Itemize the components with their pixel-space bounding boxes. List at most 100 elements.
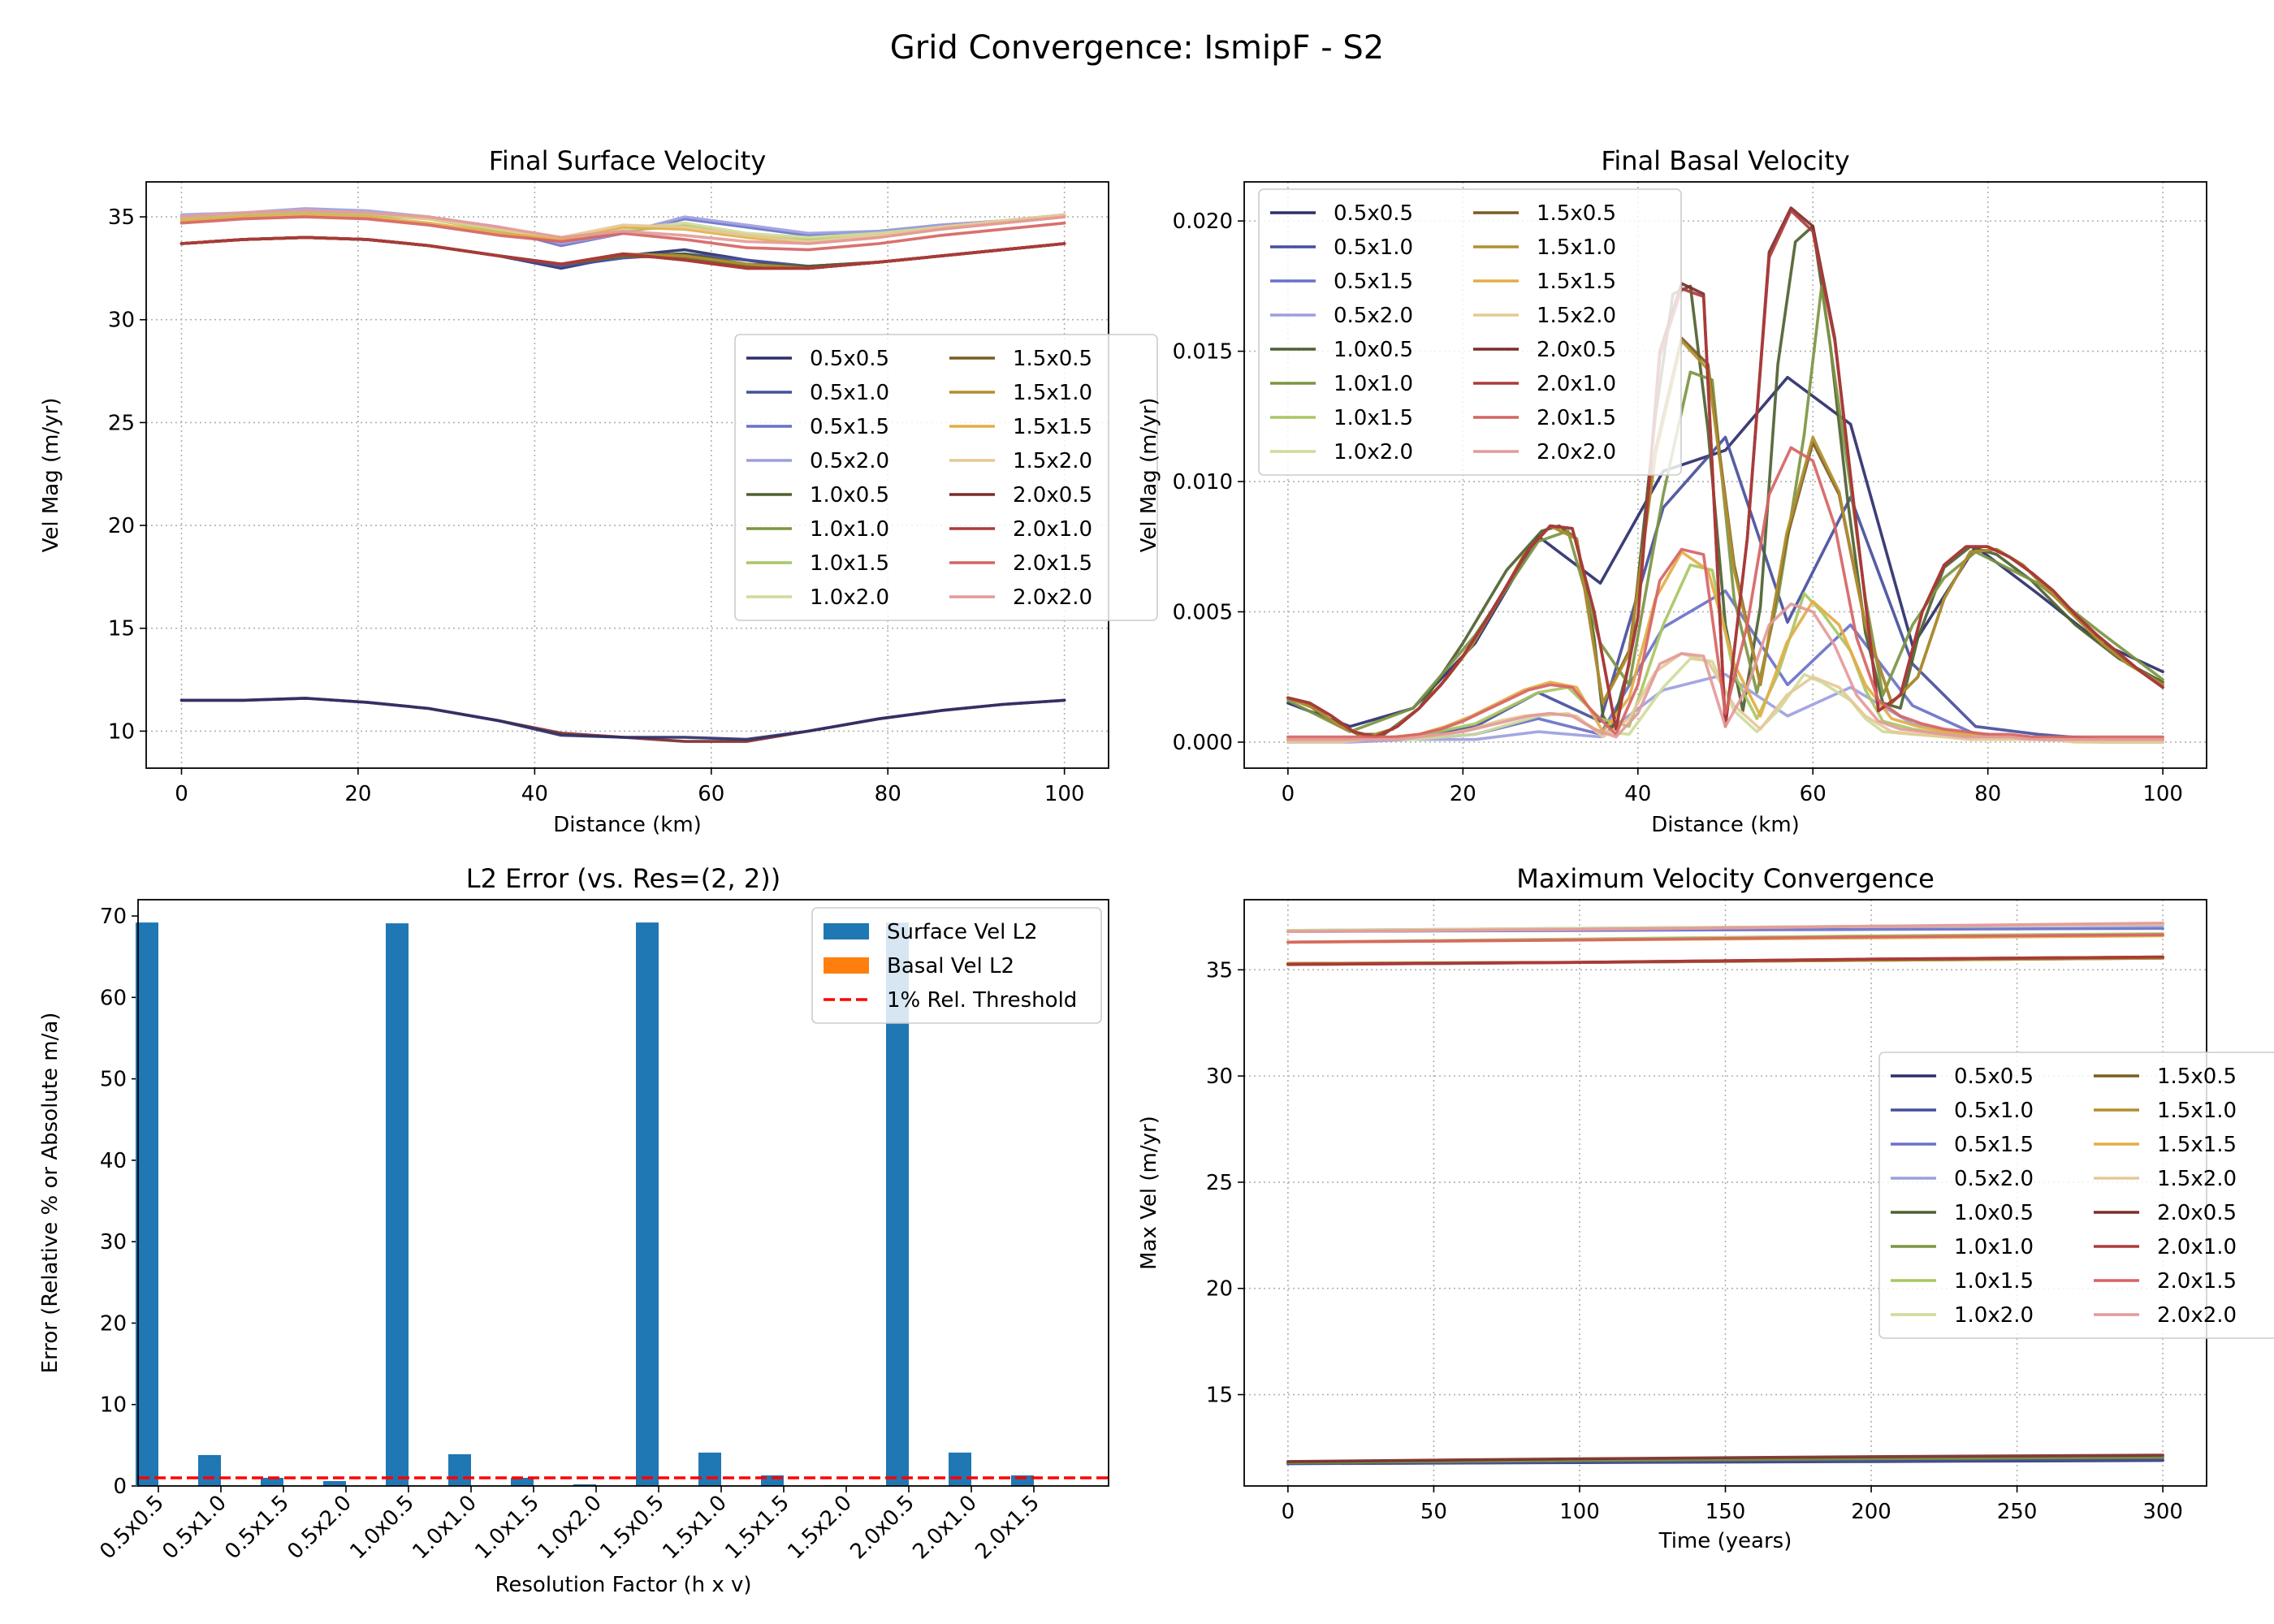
series-lines: [179, 207, 1066, 743]
legend-label: 1.5x0.5: [1537, 201, 1616, 226]
legend-item: 1.0x1.5: [1270, 406, 1413, 430]
legend-item: 1.0x2.0: [1891, 1303, 2034, 1328]
legend-item: 1.5x0.5: [2094, 1065, 2237, 1089]
legend-label: Surface Vel L2: [887, 920, 1038, 944]
legend-item: 2.0x2.0: [949, 585, 1092, 610]
x-tick-label: 100: [2142, 782, 2183, 806]
legend-item: 2.0x1.5: [949, 551, 1092, 576]
legend-label: 2.0x1.5: [1013, 551, 1092, 576]
y-tick-label: 15: [108, 617, 135, 641]
x-axis-label: Resolution Factor (h x v): [495, 1573, 751, 1597]
bar-0.5x1.5-surface: [261, 1478, 283, 1486]
legend-item: 0.5x0.5: [746, 347, 889, 371]
legend-swatch: [824, 957, 869, 974]
y-tick-label: 35: [1206, 958, 1233, 983]
legend-item: 2.0x1.0: [949, 517, 1092, 542]
y-tick-label: 20: [108, 514, 135, 538]
legend-label: 1.5x1.0: [1537, 235, 1616, 260]
legend-item: 0.5x2.0: [746, 449, 889, 473]
y-tick-label: 0: [113, 1475, 127, 1499]
series-lines: [1286, 206, 2164, 744]
series-line-2.0x2.0: [1286, 602, 2164, 741]
legend-label: 1.0x2.0: [810, 585, 889, 610]
y-axis-label: Vel Mag (m/yr): [39, 398, 63, 553]
legend-label: 2.0x1.0: [1537, 372, 1616, 396]
legend-label: 0.5x0.5: [1334, 201, 1413, 226]
legend-label: 0.5x1.0: [1954, 1099, 2034, 1123]
legend: Surface Vel L2 Basal Vel L2 1% Rel. Thresh…: [811, 907, 1102, 1024]
legend-label: 1.5x2.0: [2157, 1167, 2237, 1191]
x-axis-label: Distance (km): [1651, 813, 1800, 837]
legend-item: 0.5x1.0: [1270, 235, 1413, 260]
bar-1.5x1.0-surface: [698, 1452, 721, 1486]
legend-item: Basal Vel L2: [824, 954, 1014, 978]
legend-item: 1.0x0.5: [1270, 338, 1413, 362]
legend-label: 1% Rel. Threshold: [887, 988, 1077, 1013]
y-tick-label: 20: [100, 1311, 127, 1336]
series-line-2.0x1.0: [179, 235, 1066, 270]
legend-item: 1.0x1.0: [1270, 372, 1413, 396]
y-tick-label: 15: [1206, 1384, 1233, 1408]
plot-frame: [137, 899, 1109, 1487]
surface-velocity-chart: 0 20 40 60 80 100 10 15 20 25 30 35 Final Surface Ve…: [39, 145, 1158, 837]
legend-item: 0.5x1.5: [1891, 1133, 2034, 1157]
y-tick-label: 20: [1206, 1277, 1233, 1302]
legend-label: 2.0x1.0: [2157, 1235, 2237, 1259]
legend-label: 0.5x1.5: [810, 415, 889, 439]
x-tick-label: 100: [1044, 782, 1085, 806]
legend-item: 2.0x1.5: [1473, 406, 1616, 430]
y-tick-label: 0.005: [1173, 600, 1233, 624]
y-tick-label: 50: [100, 1068, 127, 1092]
legend-item: 1.5x2.0: [949, 449, 1092, 473]
x-tick-label: 40: [521, 782, 548, 806]
y-axis-label: Error (Relative % or Absolute m/a): [38, 1013, 63, 1374]
legend-frame: [1878, 1052, 2274, 1339]
legend-item: 1.0x1.5: [746, 551, 889, 576]
legend-label: 0.5x0.5: [1954, 1065, 2034, 1089]
legend-item: 1.5x2.0: [2094, 1167, 2237, 1191]
series-line-2.0x1.5: [179, 215, 1066, 252]
y-tick-label: 35: [108, 205, 135, 230]
legend-label: 0.5x0.5: [810, 347, 889, 371]
legend-item: 2.0x0.5: [949, 483, 1092, 508]
legend-label: 0.5x1.0: [810, 381, 889, 405]
x-tick-label: 0: [175, 782, 188, 806]
legend-label: 1.5x1.5: [2157, 1133, 2237, 1157]
chart-title: Final Basal Velocity: [1601, 145, 1849, 176]
legend-item: 0.5x1.0: [746, 381, 889, 405]
y-tick-label: 10: [100, 1393, 127, 1418]
legend-label: 1.5x1.5: [1537, 270, 1616, 294]
legend-label: 1.5x0.5: [2157, 1065, 2237, 1089]
legend-label: 0.5x2.0: [1954, 1167, 2034, 1191]
legend-label: Basal Vel L2: [887, 954, 1014, 978]
y-tick-label: 30: [100, 1230, 127, 1255]
x-tick-label: 200: [1851, 1500, 1891, 1524]
legend-label: 1.5x1.0: [2157, 1099, 2237, 1123]
basal-velocity-chart: 0 20 40 60 80 100 0.000 0.005 0.010 0.015 0.020 Fin…: [1137, 145, 2207, 837]
figure-title: Grid Convergence: IsmipF - S2: [890, 29, 1384, 67]
legend-item: 1.5x1.5: [1473, 270, 1616, 294]
legend-item: 2.0x2.0: [1473, 440, 1616, 464]
x-tick-label: 300: [2142, 1500, 2183, 1524]
legend: 0.5x0.5 0.5x1.0 0.5x1.5 0.5x2.0 1.0x0.5 1.0x1…: [1878, 1052, 2274, 1339]
y-tick-label: 0.020: [1173, 209, 1233, 234]
x-tick-label: 20: [344, 782, 371, 806]
legend-label: 2.0x0.5: [2157, 1201, 2237, 1225]
legend-item: 1.5x0.5: [949, 347, 1092, 371]
series-line-extra: [1286, 1453, 2164, 1463]
y-tick-label: 0.015: [1173, 340, 1233, 365]
legend-item: 1.5x2.0: [1473, 304, 1616, 328]
legend-item: 0.5x2.0: [1891, 1167, 2034, 1191]
x-tick-label: 20: [1450, 782, 1476, 806]
legend-item: 2.0x0.5: [2094, 1201, 2237, 1225]
legend-frame: [811, 907, 1102, 1024]
x-tick-label: 50: [1420, 1500, 1447, 1524]
plot-frame: [1243, 181, 2207, 769]
legend-item: 1.5x1.5: [949, 415, 1092, 439]
legend-label: 0.5x2.0: [810, 449, 889, 473]
legend-label: 1.0x1.0: [1954, 1235, 2034, 1259]
legend-item: 2.0x2.0: [2094, 1303, 2237, 1328]
series-line-2.0x1.0: [1286, 955, 2164, 966]
